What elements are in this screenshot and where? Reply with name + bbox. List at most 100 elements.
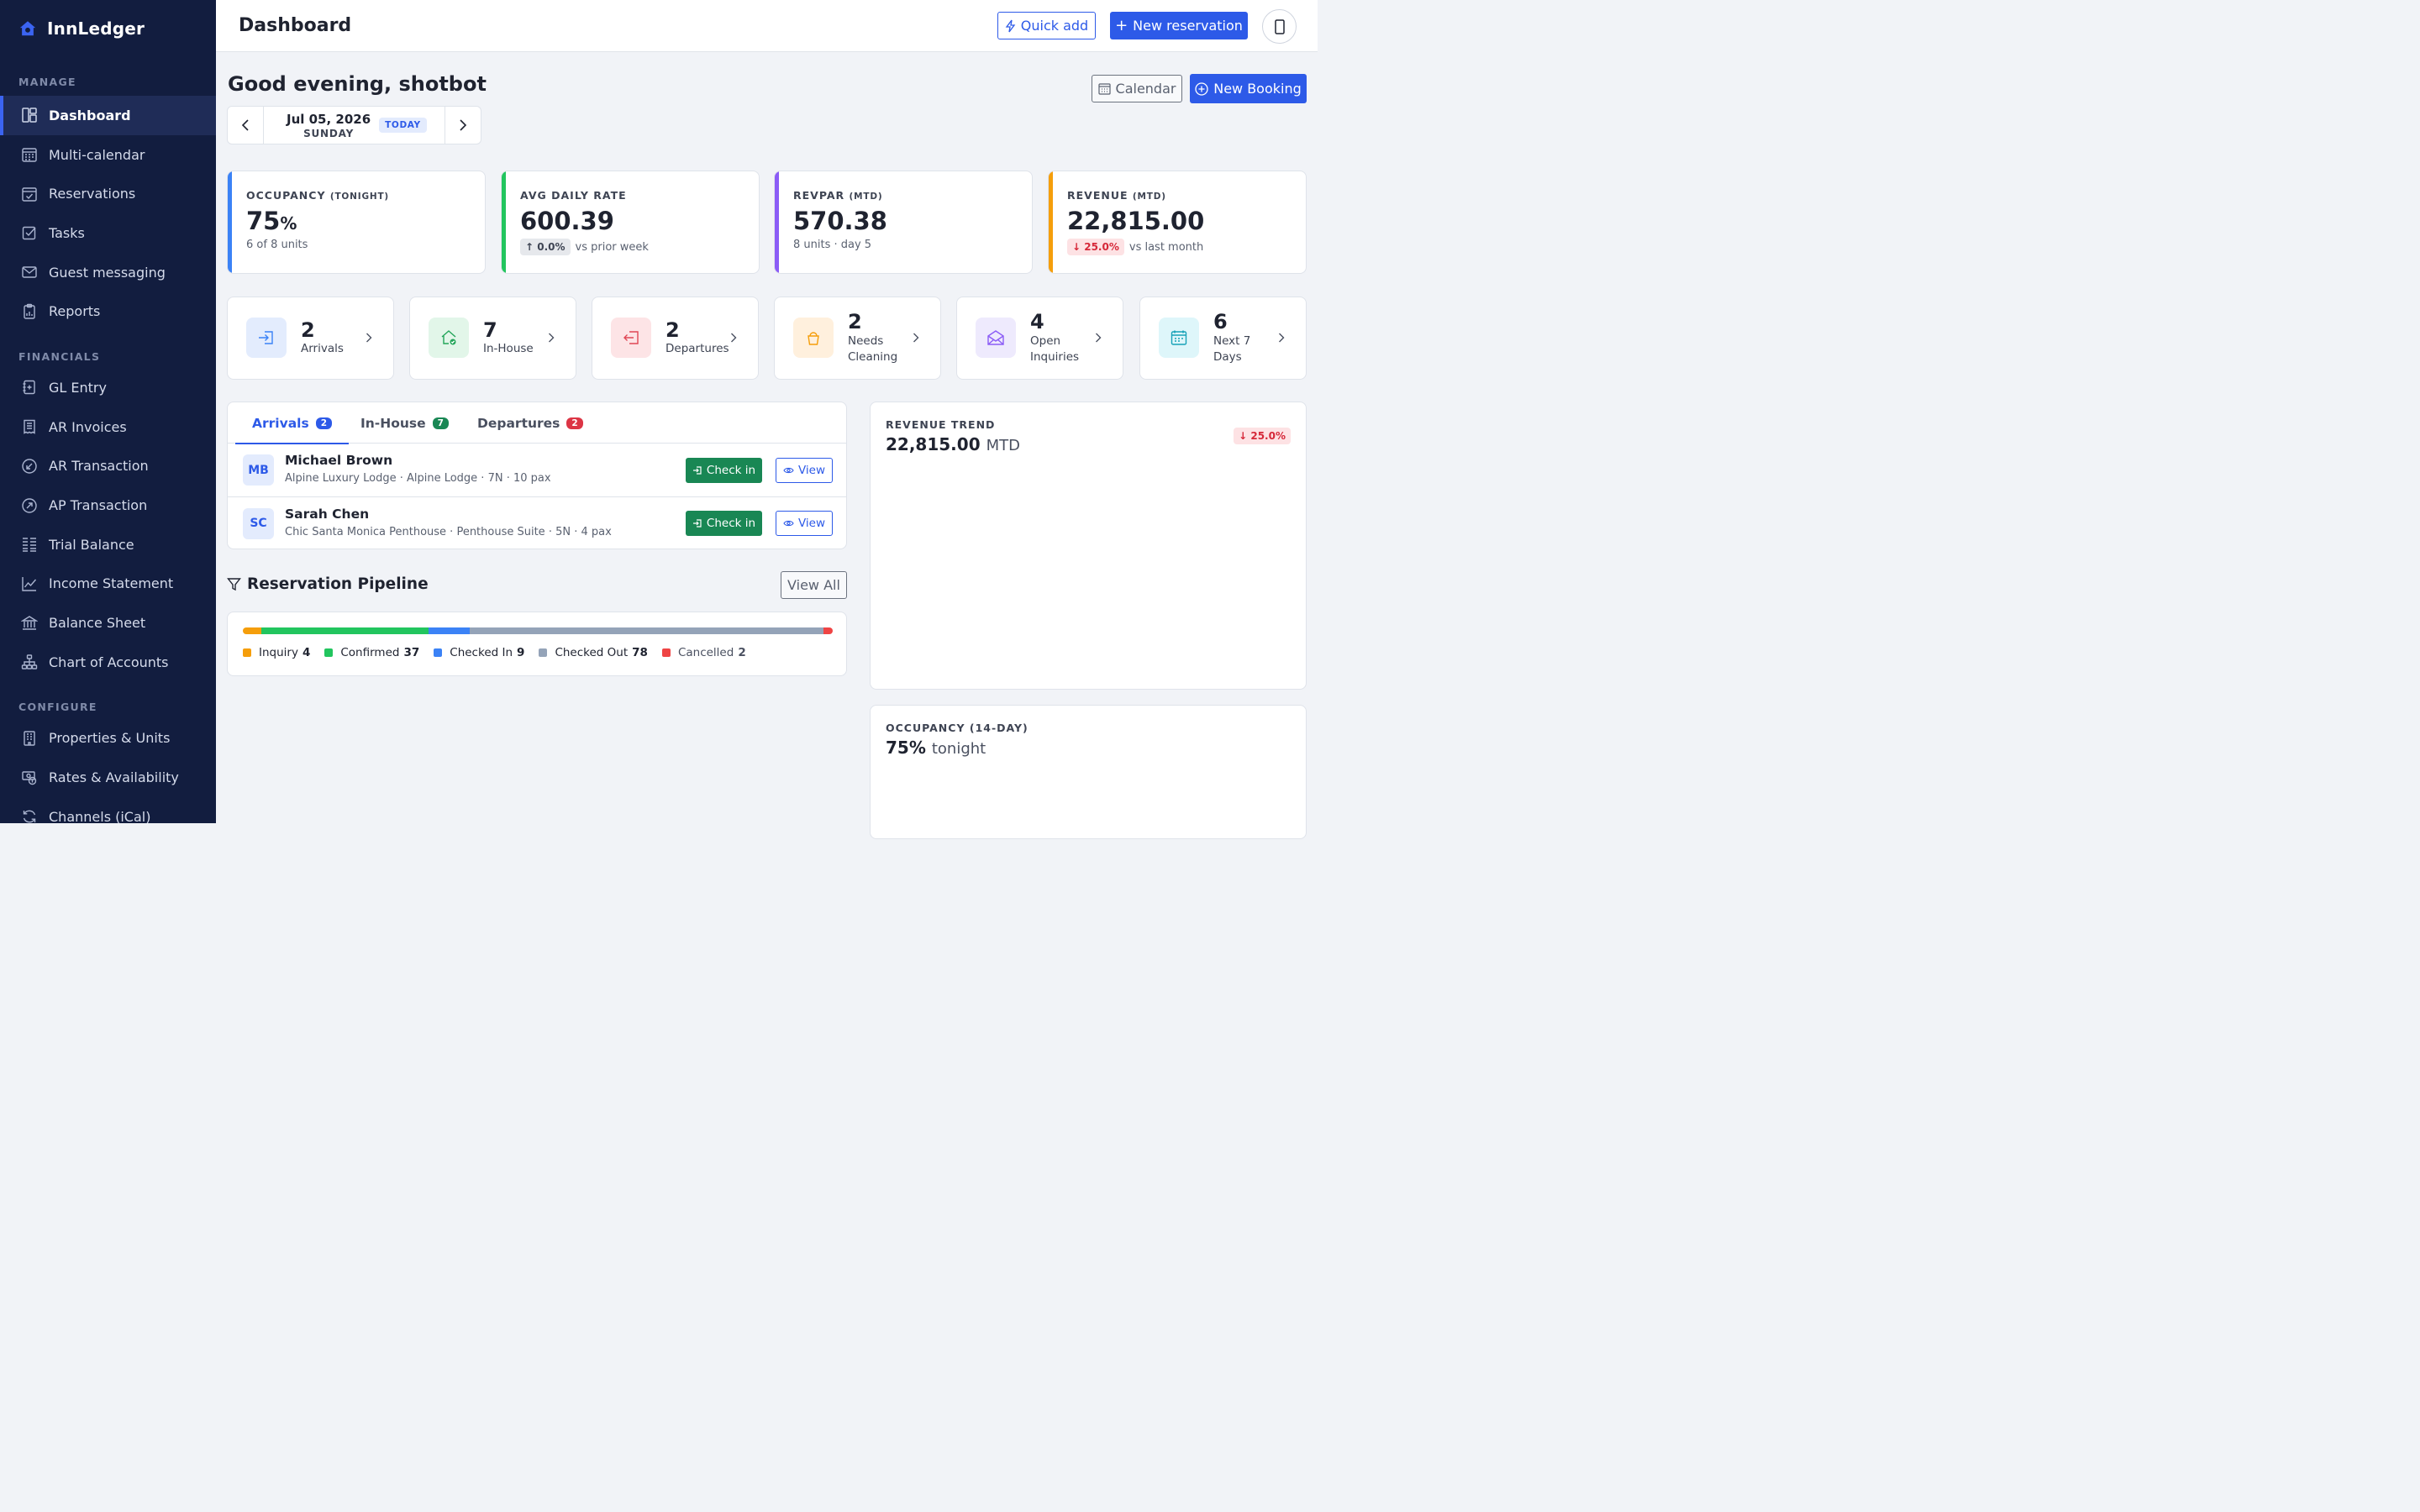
new-booking-button[interactable]: New Booking (1190, 74, 1307, 103)
tile-number: 7 (483, 318, 497, 342)
guest-list-card: Arrivals 2 In-House 7 Departures 2 MB Mi… (227, 402, 847, 549)
legend-item: Cancelled 2 (661, 646, 746, 659)
date-navigator: Jul 05, 2026 SUNDAY TODAY (227, 106, 481, 144)
chevron-right-icon (731, 333, 737, 343)
guest-name: Sarah Chen (285, 507, 370, 522)
sidebar-item-label: Reports (49, 303, 101, 320)
view-button[interactable]: View (776, 457, 833, 483)
sidebar-item-balance-sheet[interactable]: Balance Sheet (0, 603, 216, 643)
tile-label: Departures (666, 342, 729, 356)
kpi-sub: 6 of 8 units (246, 239, 308, 251)
tile-departures[interactable]: 2 Departures (592, 297, 759, 380)
checkbox-icon (22, 227, 36, 240)
sidebar-item-channels[interactable]: Channels (iCal) (0, 797, 216, 823)
sidebar-item-reports[interactable]: Reports (0, 291, 216, 331)
kpi-sub: 8 units · day 5 (793, 239, 872, 251)
bucket-icon (808, 332, 819, 345)
legend-count: 2 (738, 646, 746, 659)
sidebar-item-label: Chart of Accounts (49, 654, 169, 670)
sidebar-item-label: Channels (iCal) (49, 808, 151, 823)
sidebar-item-income-statement[interactable]: Income Statement (0, 564, 216, 604)
pipeline-segment-cancelled (823, 627, 833, 634)
view-button[interactable]: View (776, 511, 833, 536)
report-icon (24, 303, 35, 319)
change-chip: ↑ 0.0% (520, 239, 571, 255)
sidebar-item-trial-balance[interactable]: Trial Balance (0, 525, 216, 564)
next-day-button[interactable] (445, 107, 481, 144)
date-text: Jul 05, 2026 (287, 111, 371, 127)
tile-in-house[interactable]: 7 In-House (409, 297, 576, 380)
sidebar: InnLedger MANAGE Dashboard Multi-calenda… (0, 0, 216, 823)
legend-label: Checked Out (555, 646, 629, 659)
tab-in-house[interactable]: In-House 7 (360, 402, 449, 444)
tab-departures[interactable]: Departures 2 (477, 402, 583, 444)
legend-label: Confirmed (340, 646, 400, 659)
legend-label: Checked In (450, 646, 513, 659)
phone-icon (1274, 18, 1285, 34)
occupancy-trend-value: 75% tonight (886, 738, 986, 758)
tile-label: In-House (483, 342, 534, 356)
chevron-right-icon (1279, 333, 1285, 343)
previous-day-button[interactable] (228, 107, 264, 144)
tile-arrivals[interactable]: 2 Arrivals (227, 297, 394, 380)
chevron-right-icon (549, 333, 555, 343)
sidebar-item-properties-units[interactable]: Properties & Units (0, 719, 216, 759)
kpi-accent-bar (228, 171, 232, 273)
tile-label: Open Inquiries (1030, 333, 1080, 364)
sidebar-item-ar-invoices[interactable]: AR Invoices (0, 407, 216, 447)
view-all-button[interactable]: View All (781, 571, 847, 599)
section-financials: FINANCIALS (18, 349, 101, 363)
kpi-occupancy: OCCUPANCY (TONIGHT) 75% 6 of 8 units (227, 171, 486, 274)
tile-next-7-days[interactable]: 6 Next 7 Days (1139, 297, 1307, 380)
chevron-right-icon (1096, 333, 1102, 343)
eye-icon (783, 467, 794, 473)
revenue-trend-card: REVENUE TREND 22,815.00 MTD ↓ 25.0% (870, 402, 1307, 690)
tab-count-badge: 2 (315, 417, 333, 429)
sidebar-item-reservations[interactable]: Reservations (0, 174, 216, 213)
calendar-icon (1097, 83, 1111, 95)
sidebar-item-tasks[interactable]: Tasks (0, 213, 216, 253)
sidebar-item-ar-transaction[interactable]: AR Transaction (0, 447, 216, 486)
sidebar-item-rates-availability[interactable]: Rates & Availability (0, 758, 216, 797)
check-in-button[interactable]: Check in (686, 511, 762, 536)
sidebar-item-ap-transaction[interactable]: AP Transaction (0, 486, 216, 525)
sidebar-item-gl-entry[interactable]: GL Entry (0, 368, 216, 407)
sidebar-item-multi-calendar[interactable]: Multi-calendar (0, 135, 216, 175)
check-in-button[interactable]: Check in (686, 457, 762, 483)
kpi-accent-bar (502, 171, 506, 273)
chevron-left-icon (241, 119, 249, 131)
tile-needs-cleaning[interactable]: 2 Needs Cleaning (774, 297, 941, 380)
sidebar-item-dashboard[interactable]: Dashboard (0, 96, 216, 135)
tile-label: Next 7 Days (1213, 333, 1251, 364)
revenue-trend-label: REVENUE TREND (886, 418, 996, 431)
tile-icon-wrap (429, 318, 469, 358)
calendar-check-icon (22, 187, 37, 202)
mobile-device-button[interactable] (1262, 9, 1297, 44)
chevron-right-icon (366, 333, 372, 343)
pipeline-title: Reservation Pipeline (227, 575, 429, 593)
kpi-sub: ↓ 25.0% vs last month (1067, 239, 1203, 255)
sidebar-item-guest-messaging[interactable]: Guest messaging (0, 253, 216, 292)
kpi-label: AVG DAILY RATE (520, 189, 627, 202)
quick-add-button[interactable]: Quick add (997, 12, 1096, 39)
tile-label: Needs Cleaning (848, 333, 898, 364)
new-reservation-button[interactable]: + New reservation (1110, 12, 1248, 39)
tab-arrivals[interactable]: Arrivals 2 (234, 402, 350, 444)
sidebar-item-chart-of-accounts[interactable]: Chart of Accounts (0, 643, 216, 682)
pipeline-bar (243, 627, 833, 634)
brand[interactable]: InnLedger (0, 0, 216, 57)
check-in-label: Check in (706, 517, 756, 530)
kpi-accent-bar (775, 171, 779, 273)
pipeline-legend: Inquiry 4 Confirmed 37 Checked In 9 Checked Ou… (243, 646, 760, 659)
current-date[interactable]: Jul 05, 2026 SUNDAY TODAY (264, 107, 445, 144)
receipt-icon (24, 419, 35, 434)
legend-item: Inquiry 4 (243, 646, 310, 659)
tile-open-inquiries[interactable]: 4 Open Inquiries (956, 297, 1123, 380)
table-row: MB Michael Brown Alpine Luxury Lodge · A… (228, 444, 846, 496)
legend-dot (539, 648, 548, 657)
tile-number: 2 (301, 318, 315, 342)
house-check-icon (441, 330, 456, 345)
tile-number: 6 (1213, 310, 1228, 334)
calendar-button[interactable]: Calendar (1092, 75, 1182, 102)
calendar-grid-icon (22, 148, 37, 162)
